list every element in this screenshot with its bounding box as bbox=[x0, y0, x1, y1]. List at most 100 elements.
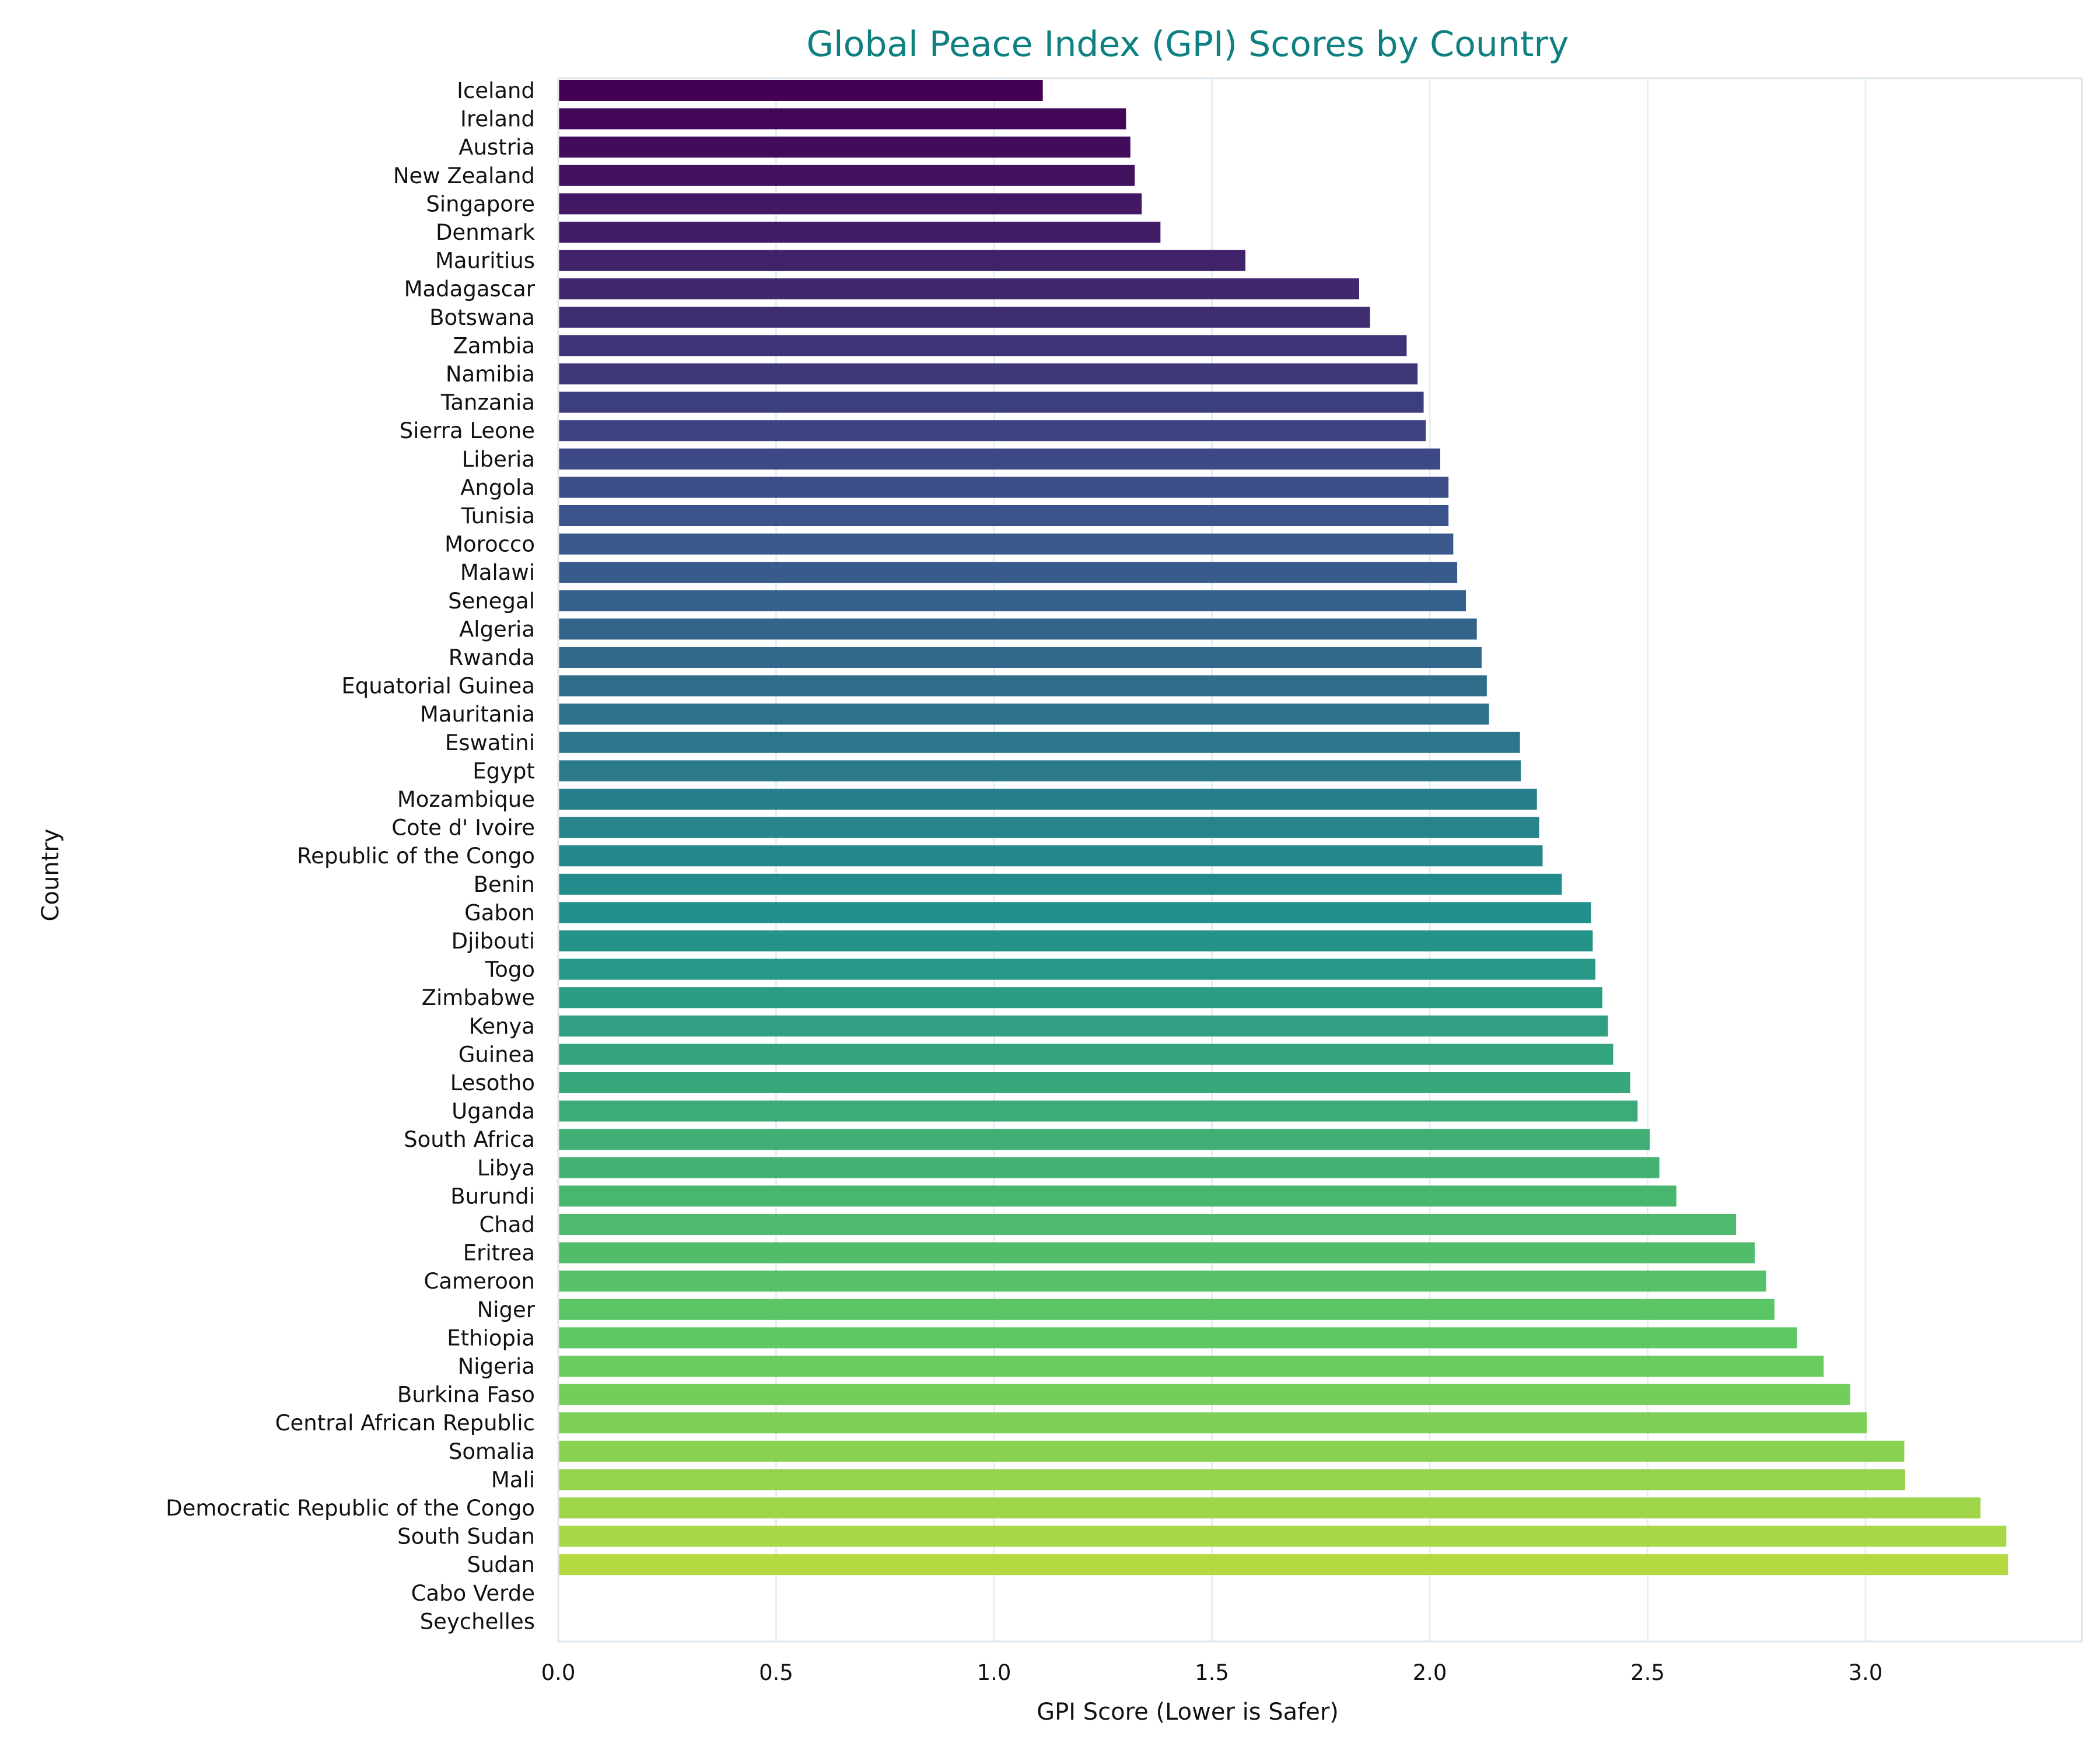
y-tick-label: New Zealand bbox=[393, 163, 535, 188]
y-tick-labels: Iceland Ireland Austria New Zealand Singapor… bbox=[166, 78, 536, 1634]
x-tick-label: 2.5 bbox=[1630, 1660, 1665, 1685]
bar bbox=[558, 505, 1449, 526]
bar bbox=[558, 306, 1370, 328]
y-tick-label: Somalia bbox=[449, 1439, 535, 1464]
y-tick-label: Iceland bbox=[457, 78, 535, 103]
bar bbox=[558, 533, 1454, 555]
bar bbox=[558, 1270, 1766, 1292]
y-tick-label: Uganda bbox=[452, 1099, 535, 1124]
x-tick-labels: 0.0 0.5 1.0 1.5 2.0 2.5 3.0 bbox=[541, 1660, 1883, 1685]
y-tick-label: Ethiopia bbox=[447, 1325, 535, 1350]
y-tick-label: Eritrea bbox=[463, 1241, 535, 1266]
y-tick-label: Tanzania bbox=[440, 390, 535, 415]
y-tick-label: Lesotho bbox=[450, 1070, 535, 1096]
bar bbox=[558, 1412, 1867, 1434]
y-tick-label: Togo bbox=[485, 957, 535, 982]
bar bbox=[558, 391, 1424, 413]
y-tick-label: Singapore bbox=[426, 191, 535, 216]
bar bbox=[558, 1100, 1638, 1122]
bar bbox=[558, 448, 1440, 470]
bar bbox=[558, 1298, 1774, 1320]
y-tick-label: Senegal bbox=[448, 589, 535, 614]
bar bbox=[558, 618, 1477, 640]
y-tick-label: Denmark bbox=[436, 220, 536, 245]
y-tick-label: Djibouti bbox=[452, 929, 535, 954]
plot-frame bbox=[557, 77, 2083, 1643]
y-tick-label: Gabon bbox=[464, 900, 535, 925]
y-tick-label: Zimbabwe bbox=[422, 985, 535, 1010]
bar bbox=[558, 1327, 1797, 1349]
y-tick-label: Seychelles bbox=[420, 1609, 535, 1634]
y-axis-label: Country bbox=[37, 829, 64, 922]
y-tick-label: Nigeria bbox=[458, 1354, 535, 1379]
bar bbox=[558, 1015, 1608, 1037]
x-tick-label: 2.0 bbox=[1413, 1660, 1447, 1685]
y-tick-label: Equatorial Guinea bbox=[341, 674, 535, 699]
bar bbox=[558, 958, 1595, 980]
bar bbox=[558, 278, 1359, 300]
y-tick-label: Central African Republic bbox=[275, 1410, 535, 1436]
bar bbox=[558, 845, 1543, 867]
y-tick-label: Mauritania bbox=[420, 702, 535, 727]
y-tick-label: Mauritius bbox=[435, 249, 535, 274]
y-tick-label: Republic of the Congo bbox=[297, 844, 535, 869]
bar bbox=[558, 1214, 1737, 1235]
y-tick-label: Angola bbox=[460, 475, 535, 500]
bar bbox=[558, 193, 1142, 215]
chart-title: Global Peace Index (GPI) Scores by Count… bbox=[806, 24, 1569, 65]
x-tick-label: 3.0 bbox=[1849, 1660, 1883, 1685]
y-tick-label: Liberia bbox=[462, 447, 535, 472]
y-tick-label: Burundi bbox=[450, 1184, 535, 1209]
bar bbox=[558, 1554, 2008, 1576]
bar bbox=[558, 1242, 1755, 1264]
y-tick-label: Botswana bbox=[429, 305, 535, 330]
y-tick-label: Malawi bbox=[460, 560, 535, 585]
bar bbox=[558, 1440, 1905, 1462]
y-tick-label: Tunisia bbox=[461, 503, 535, 528]
bar bbox=[558, 562, 1458, 583]
bar bbox=[558, 873, 1562, 895]
bar bbox=[558, 477, 1449, 498]
y-tick-label: Austria bbox=[459, 135, 535, 160]
y-tick-label: Morocco bbox=[444, 532, 535, 557]
x-tick-label: 0.0 bbox=[541, 1660, 576, 1685]
x-tick-label: 1.5 bbox=[1195, 1660, 1229, 1685]
y-tick-label: Eswatini bbox=[445, 730, 535, 755]
bar bbox=[558, 760, 1521, 782]
y-tick-label: South Africa bbox=[404, 1127, 535, 1152]
y-tick-label: Kenya bbox=[469, 1014, 535, 1039]
bar bbox=[558, 1384, 1850, 1405]
bar bbox=[558, 164, 1135, 186]
y-tick-label: Niger bbox=[477, 1297, 536, 1322]
y-tick-label: Mali bbox=[491, 1467, 535, 1492]
x-tick-label: 1.0 bbox=[977, 1660, 1012, 1685]
bar bbox=[558, 1525, 2007, 1547]
bar bbox=[558, 420, 1426, 442]
bar bbox=[558, 817, 1539, 838]
bar bbox=[558, 675, 1487, 696]
bars bbox=[558, 80, 2008, 1576]
y-tick-label: Sierra Leone bbox=[400, 418, 535, 443]
y-tick-label: Cameroon bbox=[424, 1269, 535, 1294]
y-tick-label: Rwanda bbox=[449, 645, 535, 670]
bar bbox=[558, 136, 1130, 158]
y-tick-label: South Sudan bbox=[397, 1524, 535, 1549]
y-tick-label: Madagascar bbox=[404, 276, 536, 302]
bar bbox=[558, 902, 1591, 923]
bar bbox=[558, 1072, 1630, 1093]
bar bbox=[558, 335, 1407, 356]
y-tick-label: Democratic Republic of the Congo bbox=[166, 1496, 535, 1521]
bar bbox=[558, 987, 1602, 1009]
y-tick-label: Egypt bbox=[473, 758, 535, 783]
bar bbox=[558, 80, 1043, 101]
bar bbox=[558, 647, 1482, 668]
bar bbox=[558, 1129, 1650, 1150]
y-tick-label: Algeria bbox=[459, 617, 535, 642]
bar bbox=[558, 222, 1161, 243]
y-tick-label: Sudan bbox=[467, 1552, 535, 1577]
bar bbox=[558, 1185, 1676, 1207]
bar bbox=[558, 930, 1593, 951]
y-tick-label: Burkina Faso bbox=[397, 1382, 535, 1408]
bar bbox=[558, 704, 1489, 725]
